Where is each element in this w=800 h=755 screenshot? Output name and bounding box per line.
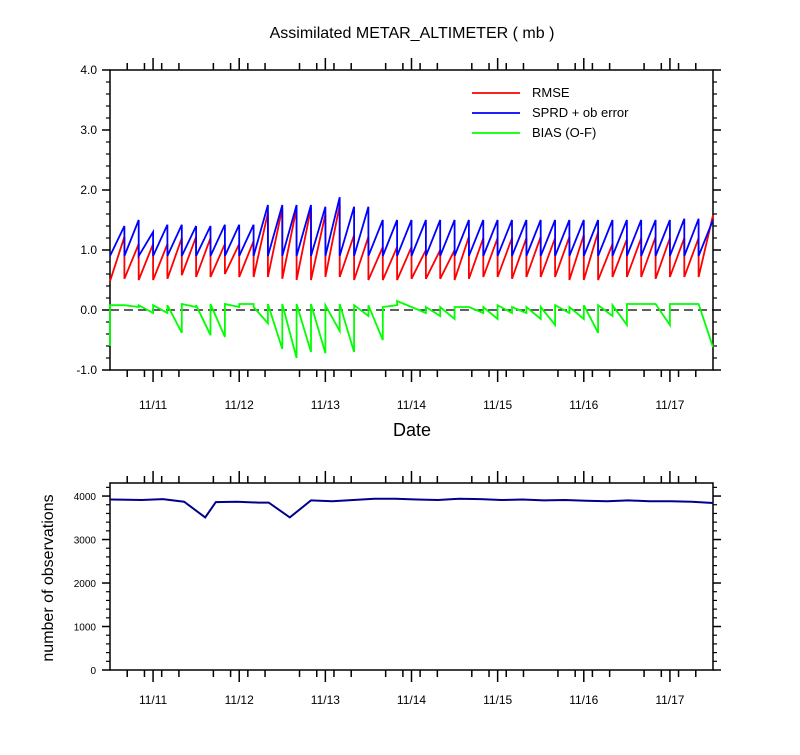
bottom-y-tick-label: 3000: [74, 536, 97, 547]
top-x-tick-label: 11/16: [569, 398, 598, 412]
top-x-tick-label: 11/14: [397, 398, 426, 412]
y-axis-label-observations: number of observations: [40, 494, 57, 661]
top-y-tick-label: 3.0: [80, 123, 97, 137]
top-y-tick-label: -1.0: [76, 363, 97, 377]
bottom-x-tick-label: 11/13: [311, 693, 340, 707]
observations-line: [109, 497, 714, 519]
top-x-tick-label: 11/12: [225, 398, 254, 412]
top-x-tick-label: 11/13: [311, 398, 340, 412]
bottom-x-tick-label: 11/14: [397, 693, 426, 707]
bottom-y-tick-label: 2000: [74, 579, 97, 590]
series-line-sprd: [109, 196, 714, 260]
top-y-tick-label: 4.0: [80, 63, 97, 77]
legend-label-0: RMSE: [532, 85, 570, 100]
bottom-x-tick-label: 11/11: [139, 693, 168, 707]
top-x-tick-label: 11/11: [139, 398, 168, 412]
top-y-tick-label: 1.0: [80, 243, 97, 257]
bottom-x-tick-label: 11/16: [569, 693, 598, 707]
bottom-y-tick-label: 4000: [74, 492, 97, 503]
bottom-y-tick-label: 0: [90, 666, 96, 677]
legend-label-1: SPRD + ob error: [532, 105, 629, 120]
top-x-tick-label: 11/17: [655, 398, 684, 412]
x-axis-label: Date: [393, 420, 431, 440]
top-y-tick-label: 2.0: [80, 183, 97, 197]
chart-title: Assimilated METAR_ALTIMETER ( mb ): [270, 25, 555, 42]
bottom-x-tick-label: 11/17: [655, 693, 684, 707]
top-x-tick-label: 11/15: [483, 398, 512, 412]
bottom-y-tick-label: 1000: [74, 623, 97, 634]
top-y-tick-label: 0.0: [80, 303, 97, 317]
bottom-frame: [109, 482, 714, 671]
legend-label-2: BIAS (O-F): [532, 125, 596, 140]
bottom-x-tick-label: 11/12: [225, 693, 254, 707]
bottom-plot: 0 1000 2000 3000 4000 11/11 11/12 11/13 11/14 11/…: [74, 471, 721, 707]
series-line-bias: [109, 299, 714, 359]
top-plot: -1.0 0.0 1.0 2.0 3.0 4.0 11/11 11/12 11/13 11/14 1…: [76, 58, 721, 412]
bottom-x-tick-label: 11/15: [483, 693, 512, 707]
